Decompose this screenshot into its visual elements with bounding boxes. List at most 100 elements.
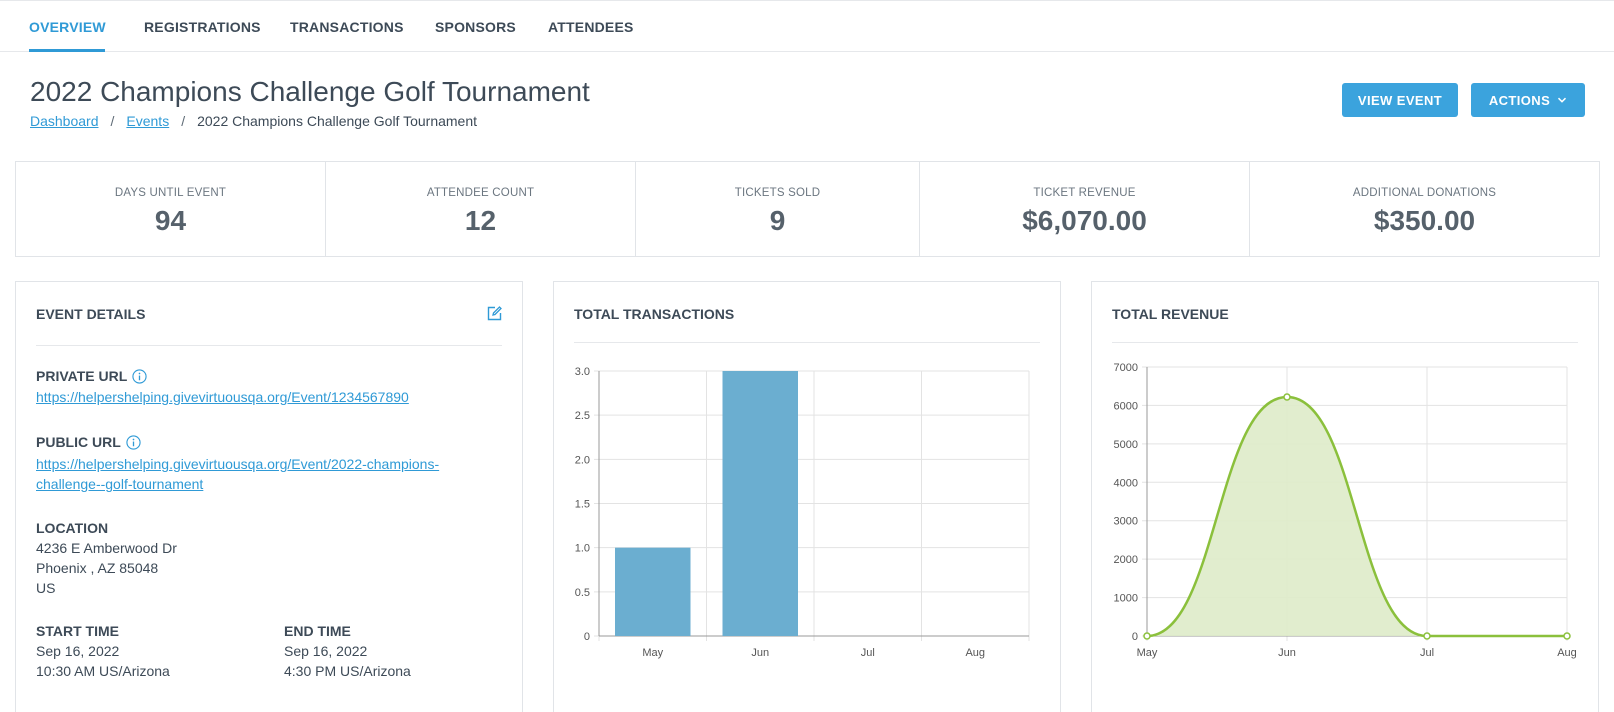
y-tick-label: 0 — [584, 631, 590, 643]
public-url-line[interactable]: https://helpershelping.givevirtuousqa.or… — [36, 456, 440, 472]
stat-label: TICKET REVENUE — [1033, 187, 1136, 199]
data-point — [1143, 632, 1151, 640]
chevron-down-icon — [1558, 97, 1567, 103]
stat-label: TICKETS SOLD — [734, 187, 821, 199]
y-tick-label: 1000 — [1114, 593, 1138, 605]
tab-sponsors[interactable]: SPONSORS — [435, 19, 516, 35]
active-tab-indicator — [29, 49, 105, 52]
stat-value: $350.00 — [1373, 205, 1476, 236]
x-tick-label: Jul — [1420, 647, 1434, 659]
end-date: Sep 16, 2022 — [284, 643, 368, 659]
tab-transactions[interactable]: TRANSACTIONS — [290, 19, 404, 35]
bar — [615, 547, 691, 636]
breadcrumb-current: 2022 Champions Challenge Golf Tournament — [197, 113, 478, 129]
tab-registrations[interactable]: REGISTRATIONS — [144, 19, 261, 35]
stat-value: 94 — [154, 205, 187, 236]
revenue-area-chart: 0 1000 2000 3000 4000 5000 6000 7000 May Jun Jul Au… — [1114, 362, 1577, 659]
private-url-label: PRIVATE URL — [36, 368, 147, 384]
y-tick-label: 4000 — [1114, 477, 1138, 489]
x-tick-label: May — [1137, 647, 1158, 659]
card-divider — [574, 342, 1040, 343]
public-url-label: PUBLIC URL — [36, 434, 141, 450]
y-tick-label: 0.5 — [575, 587, 590, 599]
start-time-value: Sep 16, 2022 10:30 AM US/Arizona — [36, 641, 170, 681]
end-time: 4:30 PM US/Arizona — [284, 663, 411, 679]
revenue-line — [1146, 395, 1567, 638]
top-nav: OVERVIEW REGISTRATIONS TRANSACTIONS SPON… — [0, 0, 1614, 52]
breadcrumb-dashboard-link[interactable]: Dashboard — [30, 113, 99, 129]
breadcrumb-separator: / — [181, 113, 186, 129]
stat-ticket-revenue: TICKET REVENUE $6,070.00 — [920, 162, 1250, 256]
actions-label: ACTIONS — [1488, 92, 1551, 108]
y-tick-label: 7000 — [1114, 362, 1138, 374]
location-address: 4236 E Amberwood Dr Phoenix , AZ 85048 U… — [36, 538, 177, 598]
total-revenue-card: TOTAL REVENUE 0 1000 2000 3000 4000 5000 6000 7… — [1091, 281, 1599, 712]
public-url-label-text: PUBLIC URL — [36, 434, 121, 450]
data-point — [1283, 393, 1291, 401]
y-tick-label: 0 — [1132, 631, 1138, 643]
stat-label: ATTENDEE COUNT — [426, 187, 535, 199]
y-tick-label: 2000 — [1114, 554, 1138, 566]
start-date: Sep 16, 2022 — [36, 643, 120, 659]
private-url-label-text: PRIVATE URL — [36, 368, 128, 384]
start-time: 10:30 AM US/Arizona — [36, 663, 170, 679]
tab-overview[interactable]: OVERVIEW — [29, 19, 106, 35]
private-url-link[interactable]: https://helpershelping.givevirtuousqa.or… — [36, 389, 409, 405]
event-details-card: EVENT DETAILS PRIVATE URL https://helper… — [15, 281, 523, 712]
public-url-line[interactable]: challenge--golf-tournament — [36, 476, 204, 492]
location-line: Phoenix , AZ 85048 — [36, 560, 159, 576]
edit-icon[interactable] — [487, 306, 502, 321]
stat-value: 12 — [464, 205, 497, 236]
x-tick-label: May — [642, 647, 663, 659]
card-title: EVENT DETAILS — [36, 306, 146, 322]
card-divider — [1112, 342, 1578, 343]
actions-button[interactable]: ACTIONS — [1471, 83, 1585, 117]
stat-days-until-event: DAYS UNTIL EVENT 94 — [16, 162, 326, 256]
end-time-label: END TIME — [284, 623, 351, 639]
y-tick-label: 2.0 — [575, 454, 590, 466]
start-time-label: START TIME — [36, 623, 119, 639]
stat-additional-donations: ADDITIONAL DONATIONS $350.00 — [1250, 162, 1599, 256]
x-tick-label: Aug — [965, 647, 985, 659]
view-event-button[interactable]: VIEW EVENT — [1342, 83, 1458, 117]
stats-bar: DAYS UNTIL EVENT 94 ATTENDEE COUNT 12 TI… — [15, 161, 1600, 257]
card-title: TOTAL REVENUE — [1112, 306, 1229, 322]
y-tick-label: 1.5 — [575, 499, 590, 511]
bar — [722, 371, 798, 636]
public-url-link[interactable]: https://helpershelping.givevirtuousqa.or… — [36, 454, 439, 494]
view-event-label: VIEW EVENT — [1357, 92, 1443, 108]
stat-label: DAYS UNTIL EVENT — [114, 187, 227, 199]
location-line: 4236 E Amberwood Dr — [36, 540, 177, 556]
y-tick-label: 5000 — [1114, 439, 1138, 451]
stat-tickets-sold: TICKETS SOLD 9 — [636, 162, 920, 256]
breadcrumb-separator: / — [110, 113, 115, 129]
stat-value: 9 — [769, 205, 786, 236]
y-tick-label: 1.0 — [575, 543, 590, 555]
x-tick-label: Jul — [861, 647, 875, 659]
card-divider — [36, 345, 502, 346]
stat-label: ADDITIONAL DONATIONS — [1352, 187, 1497, 199]
page-title: 2022 Champions Challenge Golf Tournament — [30, 76, 590, 107]
transactions-bar-chart: 0 0.5 1.0 1.5 2.0 2.5 3.0 May Jun Jul Aug — [575, 366, 1030, 659]
stat-value: $6,070.00 — [1022, 205, 1147, 236]
location-label: LOCATION — [36, 520, 109, 536]
total-transactions-card: TOTAL TRANSACTIONS 0 0.5 1.0 1.5 2.0 2.5 3.0 Ma… — [553, 281, 1061, 712]
info-icon[interactable] — [132, 369, 147, 384]
y-tick-label: 3.0 — [575, 366, 590, 378]
info-icon[interactable] — [126, 435, 141, 450]
x-tick-label: Jun — [1278, 647, 1296, 659]
breadcrumb-events-link[interactable]: Events — [126, 113, 170, 129]
x-tick-label: Jun — [751, 647, 769, 659]
y-tick-label: 6000 — [1114, 400, 1138, 412]
data-point — [1423, 632, 1431, 640]
tab-attendees[interactable]: ATTENDEES — [548, 19, 634, 35]
end-time-value: Sep 16, 2022 4:30 PM US/Arizona — [284, 641, 411, 681]
card-title: TOTAL TRANSACTIONS — [574, 306, 735, 322]
x-tick-label: Aug — [1557, 647, 1577, 659]
location-line: US — [36, 580, 56, 596]
stat-attendee-count: ATTENDEE COUNT 12 — [326, 162, 636, 256]
y-tick-label: 3000 — [1114, 516, 1138, 528]
data-point — [1563, 632, 1571, 640]
y-tick-label: 2.5 — [575, 410, 590, 422]
breadcrumb: Dashboard / Events / 2022 Champions Challeng… — [30, 113, 477, 129]
